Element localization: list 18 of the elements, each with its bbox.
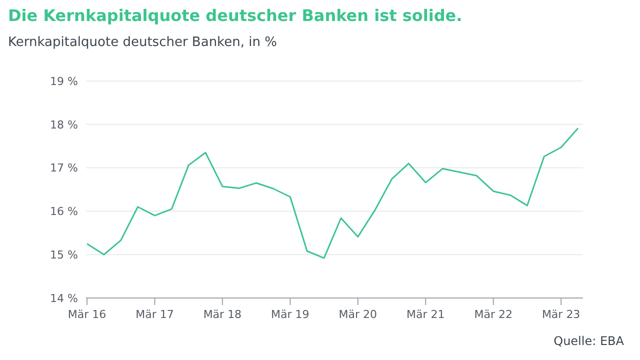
x-tick-label: Mär 20	[338, 308, 378, 321]
y-tick-label: 15 %	[50, 248, 78, 262]
chart-subtitle: Kernkapitalquote deutscher Banken, in %	[8, 35, 277, 50]
y-tick-label: 18 %	[50, 118, 78, 132]
x-tick-label: Mär 22	[474, 308, 512, 321]
y-tick-label: 17 %	[50, 162, 78, 175]
x-tick-label: Mär 19	[271, 308, 310, 321]
x-tick-label: Mär 23	[542, 308, 580, 321]
y-tick-label: 19 %	[50, 74, 78, 88]
x-tick-label: Mär 17	[136, 308, 174, 321]
line-series	[86, 128, 579, 259]
x-tick-label: Mär 21	[406, 308, 445, 321]
x-tick-label: Mär 16	[68, 308, 106, 321]
x-tick-label: Mär 18	[203, 308, 242, 321]
y-tick-label: 14 %	[50, 292, 78, 305]
chart-title: Die Kernkapitalquote deutscher Banken ist solide.	[8, 6, 462, 25]
y-tick-label: 16 %	[50, 205, 78, 218]
source-note: Quelle: EBA	[554, 334, 624, 348]
